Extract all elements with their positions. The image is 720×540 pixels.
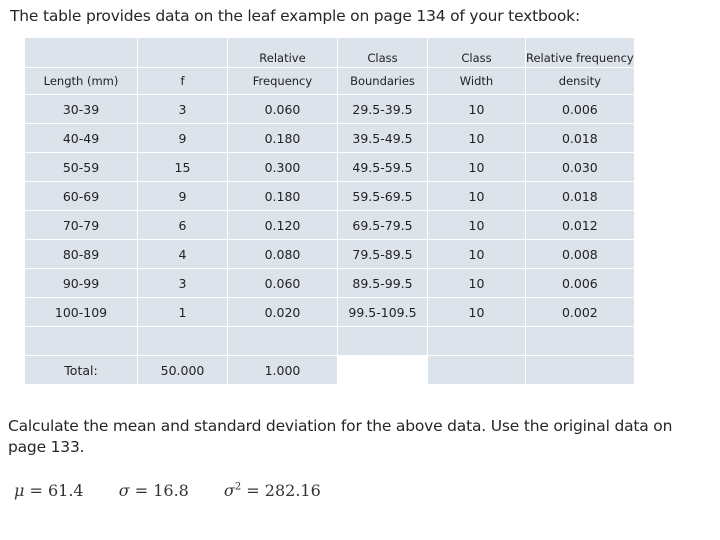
table-cell (137, 37, 228, 68)
table-cell: 0.060 (227, 94, 338, 124)
table-cell (427, 355, 526, 385)
table-cell: 30-39 (24, 94, 138, 124)
table-cell: Length (mm) (24, 67, 138, 95)
table-cell: 15 (137, 152, 228, 182)
table-cell (525, 326, 635, 356)
table-cell: 0.018 (525, 181, 635, 211)
table-cell: 0.002 (525, 297, 635, 327)
table-cell: 99.5-109.5 (337, 297, 428, 327)
table-cell: 79.5-89.5 (337, 239, 428, 269)
table-cell (24, 326, 138, 356)
table-cell: f (137, 67, 228, 95)
table-cell: 40-49 (24, 123, 138, 153)
table-cell: 60-69 (24, 181, 138, 211)
table-cell: Total: (24, 355, 138, 385)
table-cell: 39.5-49.5 (337, 123, 428, 153)
table-cell: 100-109 (24, 297, 138, 327)
table-row: 60-69 9 0.180 59.5-69.5 10 0.018 (24, 181, 635, 211)
header-row-top: Relative Class Class Relative frequency (24, 37, 635, 68)
table-cell: 50-59 (24, 152, 138, 182)
table-cell (427, 326, 526, 356)
table-cell: 9 (137, 181, 228, 211)
table-cell: 0.080 (227, 239, 338, 269)
table-cell: 0.008 (525, 239, 635, 269)
table-cell: 9 (137, 123, 228, 153)
table-cell: 0.006 (525, 94, 635, 124)
table-cell: Class (427, 37, 526, 68)
table-cell: 29.5-39.5 (337, 94, 428, 124)
table-cell: 59.5-69.5 (337, 181, 428, 211)
table-cell: 10 (427, 210, 526, 240)
table-cell: 80-89 (24, 239, 138, 269)
blank-row (24, 326, 635, 356)
table-cell: Frequency (227, 67, 338, 95)
variance-answer: σ2 = 282.16 (223, 481, 321, 500)
table-cell: 0.030 (525, 152, 635, 182)
table-cell: 4 (137, 239, 228, 269)
table-cell: 0.020 (227, 297, 338, 327)
table-cell: Width (427, 67, 526, 95)
table-cell: 50.000 (137, 355, 228, 385)
table-cell: 0.120 (227, 210, 338, 240)
table-cell: 49.5-59.5 (337, 152, 428, 182)
table-cell: 0.060 (227, 268, 338, 298)
frequency-table: Relative Class Class Relative frequency Leng… (24, 37, 635, 385)
table-cell: 0.006 (525, 268, 635, 298)
mean-answer: μ = 61.4 (14, 481, 84, 500)
answer-formulas: μ = 61.4 σ = 16.8 σ2 = 282.16 (14, 481, 351, 500)
table-cell (337, 326, 428, 356)
table-cell: 90-99 (24, 268, 138, 298)
table-cell: Class (337, 37, 428, 68)
sd-answer: σ = 16.8 (118, 481, 189, 500)
table-cell: 70-79 (24, 210, 138, 240)
table-row: 90-99 3 0.060 89.5-99.5 10 0.006 (24, 268, 635, 298)
table-cell: 1 (137, 297, 228, 327)
table-cell: 0.018 (525, 123, 635, 153)
header-row: Length (mm) f Frequency Boundaries Width dens… (24, 67, 635, 95)
table-cell: 69.5-79.5 (337, 210, 428, 240)
question-text: Calculate the mean and standard deviatio… (8, 417, 673, 456)
table-cell: 10 (427, 297, 526, 327)
table-cell: 6 (137, 210, 228, 240)
table-cell: Relative (227, 37, 338, 68)
table-row: 70-79 6 0.120 69.5-79.5 10 0.012 (24, 210, 635, 240)
intro-text: The table provides data on the leaf exam… (10, 7, 580, 25)
table-cell: 0.180 (227, 123, 338, 153)
table-cell: 10 (427, 152, 526, 182)
table-row: 40-49 9 0.180 39.5-49.5 10 0.018 (24, 123, 635, 153)
table-row: 80-89 4 0.080 79.5-89.5 10 0.008 (24, 239, 635, 269)
table-cell (24, 37, 138, 68)
table-cell: 10 (427, 181, 526, 211)
table-cell: Boundaries (337, 67, 428, 95)
table-cell (337, 355, 428, 385)
table-cell: 0.300 (227, 152, 338, 182)
table-cell: 3 (137, 94, 228, 124)
table-cell: 89.5-99.5 (337, 268, 428, 298)
table-cell: 0.180 (227, 181, 338, 211)
table-cell (137, 326, 228, 356)
table-row: 30-39 3 0.060 29.5-39.5 10 0.006 (24, 94, 635, 124)
table-cell: 10 (427, 239, 526, 269)
table-cell: 10 (427, 268, 526, 298)
table-row: 50-59 15 0.300 49.5-59.5 10 0.030 (24, 152, 635, 182)
table-cell: 10 (427, 123, 526, 153)
table-cell: 10 (427, 94, 526, 124)
table-cell: Relative frequency (525, 37, 635, 68)
table-cell: 3 (137, 268, 228, 298)
table-cell: 0.012 (525, 210, 635, 240)
total-row: Total: 50.000 1.000 (24, 355, 635, 385)
table-cell (227, 326, 338, 356)
table-cell: 1.000 (227, 355, 338, 385)
table-row: 100-109 1 0.020 99.5-109.5 10 0.002 (24, 297, 635, 327)
table-cell (525, 355, 635, 385)
table-cell: density (525, 67, 635, 95)
